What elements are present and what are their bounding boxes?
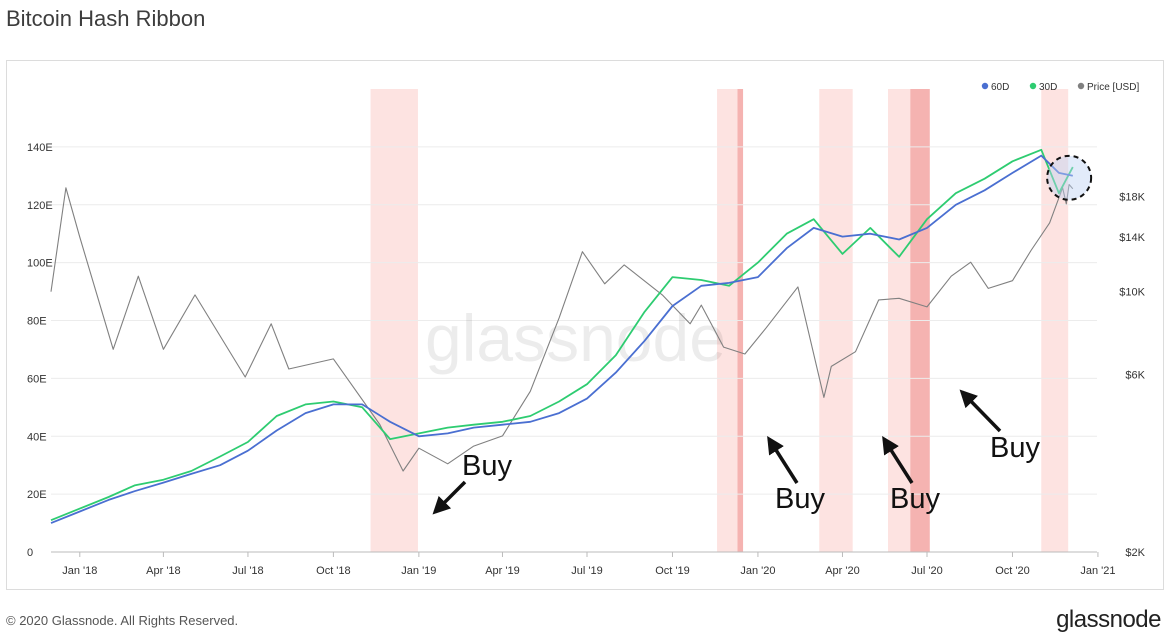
- legend-swatch-0: [981, 82, 989, 90]
- series-line-0: [50, 154, 1073, 524]
- y-left-tick-label-1: 20E: [27, 489, 47, 501]
- series-line-1: [50, 148, 1074, 522]
- watermark: glassnode: [425, 301, 726, 375]
- x-tick-label-11: Oct '20: [995, 565, 1030, 577]
- legend-swatch-1: [1029, 82, 1037, 90]
- x-tick-label-6: Jul '19: [571, 565, 602, 577]
- y-left-tick-label-6: 120E: [27, 200, 53, 212]
- buy-arrow-2: [882, 436, 914, 484]
- x-tick-label-5: Apr '19: [485, 565, 520, 577]
- buy-label-2: Buy: [890, 483, 940, 515]
- x-tick-label-0: Jan '18: [62, 565, 97, 577]
- x-tick-label-7: Oct '19: [655, 565, 690, 577]
- y-right-tick-label-1: $6K: [1125, 369, 1145, 381]
- buy-label-3: Buy: [990, 432, 1040, 464]
- y-right-tick-label-4: $18K: [1119, 192, 1145, 204]
- x-tick-label-12: Jan '21: [1080, 565, 1115, 577]
- series-line-2: [50, 183, 1074, 472]
- legend-label-0: 60D: [991, 82, 1009, 93]
- page-title: Bitcoin Hash Ribbon: [6, 6, 206, 31]
- legend[interactable]: 60D 30D Price [USD]: [981, 82, 1140, 93]
- legend-label-2: Price [USD]: [1087, 82, 1139, 93]
- x-tick-label-8: Jan '20: [740, 565, 775, 577]
- legend-label-1: 30D: [1039, 82, 1057, 93]
- buy-annotations: Buy Buy Buy Buy: [432, 389, 1040, 515]
- y-left-tick-label-2: 40E: [27, 431, 47, 443]
- buy-label-1: Buy: [775, 483, 825, 515]
- buy-arrow-0: [432, 480, 467, 515]
- x-tick-label-10: Jul '20: [911, 565, 942, 577]
- legend-item-1[interactable]: 30D: [1029, 82, 1058, 93]
- x-tick-label-1: Apr '18: [146, 565, 181, 577]
- y-left-tick-label-5: 100E: [27, 258, 53, 270]
- y-left-tick-label-4: 80E: [27, 316, 47, 328]
- copyright-text: © 2020 Glassnode. All Rights Reserved.: [6, 613, 239, 628]
- buy-label-0: Buy: [462, 450, 512, 482]
- hash-ribbon-chart: glassnode Jan '18 Apr '18 Jul '18 Oct '18 Ja…: [27, 82, 1146, 577]
- x-tick-label-3: Oct '18: [316, 565, 351, 577]
- series: [50, 148, 1093, 524]
- buy-arrow-3: [959, 389, 1002, 433]
- buy-arrow-1: [767, 436, 799, 484]
- brand-logo: glassnode: [1056, 606, 1161, 633]
- legend-swatch-2: [1077, 82, 1085, 90]
- y-left-tick-label-0: 0: [27, 547, 33, 559]
- chart-container: glassnode Jan '18 Apr '18 Jul '18 Oct '18 Ja…: [6, 60, 1164, 590]
- legend-item-2[interactable]: Price [USD]: [1077, 82, 1140, 93]
- x-tick-label-4: Jan '19: [401, 565, 436, 577]
- y-right-tick-label-0: $2K: [1125, 547, 1145, 559]
- y-left-tick-label-3: 60E: [27, 373, 47, 385]
- y-right-tick-label-3: $14K: [1119, 232, 1145, 244]
- x-tick-label-2: Jul '18: [232, 565, 263, 577]
- legend-item-0[interactable]: 60D: [981, 82, 1010, 93]
- y-left-tick-label-7: 140E: [27, 142, 53, 154]
- y-right-tick-label-2: $10K: [1119, 287, 1145, 299]
- x-tick-label-9: Apr '20: [825, 565, 860, 577]
- highlight-circle: [1046, 154, 1093, 201]
- axes: Jan '18 Apr '18 Jul '18 Oct '18 Jan '19 Apr '…: [27, 142, 1146, 577]
